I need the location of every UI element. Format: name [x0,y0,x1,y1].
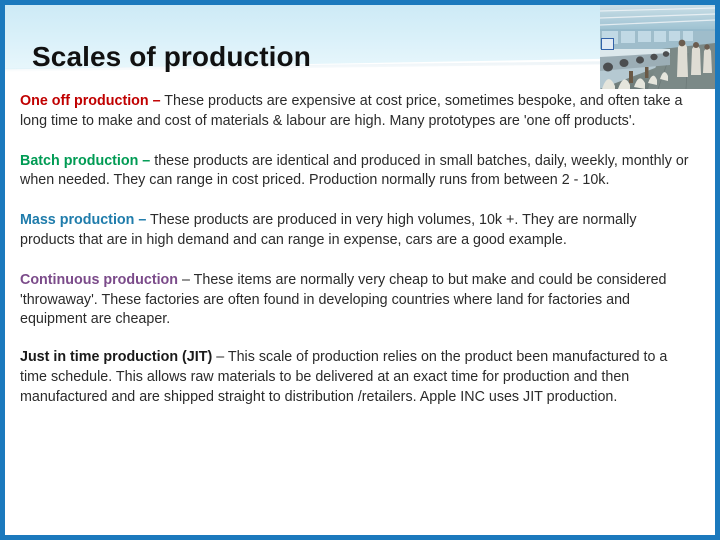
lead-batch-production: Batch production – [20,152,151,169]
factory-assembly-line-photo [600,5,715,89]
slide-border-top [0,0,720,5]
paragraph-continuous-production: Continuous production – These items are … [20,271,692,330]
lead-jit-production: Just in time production (JIT) [20,349,213,366]
page-title: Scales of production [32,40,311,72]
factory-photo [600,5,715,89]
slide-border-bottom [0,535,720,540]
slide-border-left [0,0,5,540]
paragraph-jit-production: Just in time production (JIT) – This sca… [20,348,692,407]
body-content: One off production – These products are … [20,92,692,408]
paragraph-mass-production: Mass production – These products are pro… [20,211,692,251]
body-jit-production: – This scale of production relies on the… [20,349,668,405]
body-continuous-production: – These items are normally very cheap to… [20,271,667,328]
paragraph-one-off-production: One off production – These products are … [20,92,692,132]
header-banner [5,5,715,70]
body-mass-production: These products are produced in very high… [20,212,637,248]
paragraph-batch-production: Batch production – these products are id… [20,152,692,192]
body-batch-production: these products are identical and produce… [20,152,689,189]
lead-continuous-production: Continuous production [20,271,179,288]
lead-mass-production: Mass production – [20,212,147,229]
lead-one-off-production: One off production – [20,93,161,109]
slide-border-right [715,0,720,540]
body-one-off-production: These products are expensive at cost pri… [20,93,683,129]
